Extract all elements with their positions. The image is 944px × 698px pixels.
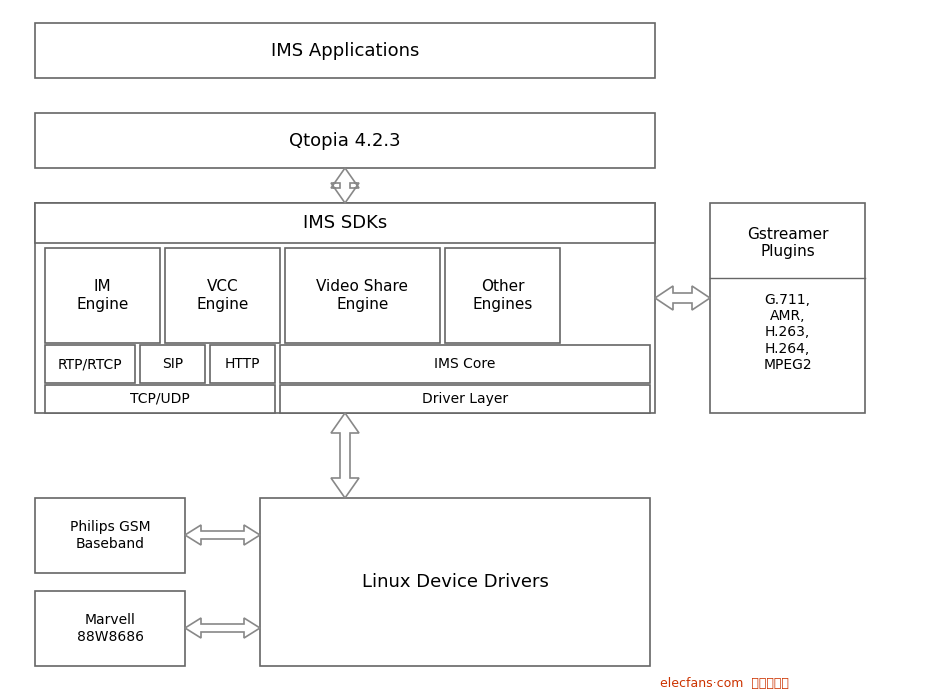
Text: Qtopia 4.2.3: Qtopia 4.2.3 — [289, 131, 400, 149]
Text: Linux Device Drivers: Linux Device Drivers — [362, 573, 548, 591]
Text: RTP/RTCP: RTP/RTCP — [58, 357, 122, 371]
Bar — [140, 345, 205, 383]
Polygon shape — [185, 525, 260, 545]
Text: IMS Core: IMS Core — [434, 357, 496, 371]
Text: Driver Layer: Driver Layer — [421, 392, 508, 406]
Bar — [45, 385, 275, 413]
Bar — [279, 385, 649, 413]
Bar — [35, 203, 654, 243]
Text: IMS SDKs: IMS SDKs — [303, 214, 387, 232]
Text: Marvell
88W8686: Marvell 88W8686 — [76, 614, 143, 644]
Bar — [165, 248, 279, 343]
Text: IMS Applications: IMS Applications — [271, 41, 419, 59]
Polygon shape — [330, 413, 359, 498]
Bar — [709, 203, 864, 413]
Polygon shape — [330, 168, 359, 203]
Bar — [210, 345, 275, 383]
Bar — [45, 248, 160, 343]
Bar — [35, 23, 654, 78]
Bar — [279, 345, 649, 383]
Bar — [35, 203, 654, 413]
Bar — [35, 591, 185, 666]
Text: Video Share
Engine: Video Share Engine — [316, 279, 408, 312]
Bar — [45, 345, 135, 383]
Text: elecfans·com  电子烧友帐: elecfans·com 电子烧友帐 — [659, 677, 788, 690]
Text: G.711,
AMR,
H.263,
H.264,
MPEG2: G.711, AMR, H.263, H.264, MPEG2 — [763, 293, 811, 372]
Text: Philips GSM
Baseband: Philips GSM Baseband — [70, 521, 150, 551]
Polygon shape — [654, 286, 709, 310]
Text: Gstreamer
Plugins: Gstreamer Plugins — [746, 227, 827, 259]
Text: VCC
Engine: VCC Engine — [196, 279, 248, 312]
Bar — [35, 498, 185, 573]
Polygon shape — [185, 618, 260, 638]
Text: HTTP: HTTP — [225, 357, 260, 371]
Bar — [35, 113, 654, 168]
Bar — [445, 248, 560, 343]
Bar — [260, 498, 649, 666]
Text: Other
Engines: Other Engines — [472, 279, 532, 312]
Text: IM
Engine: IM Engine — [76, 279, 128, 312]
Text: TCP/UDP: TCP/UDP — [130, 392, 190, 406]
Text: SIP: SIP — [161, 357, 183, 371]
Bar — [285, 248, 440, 343]
